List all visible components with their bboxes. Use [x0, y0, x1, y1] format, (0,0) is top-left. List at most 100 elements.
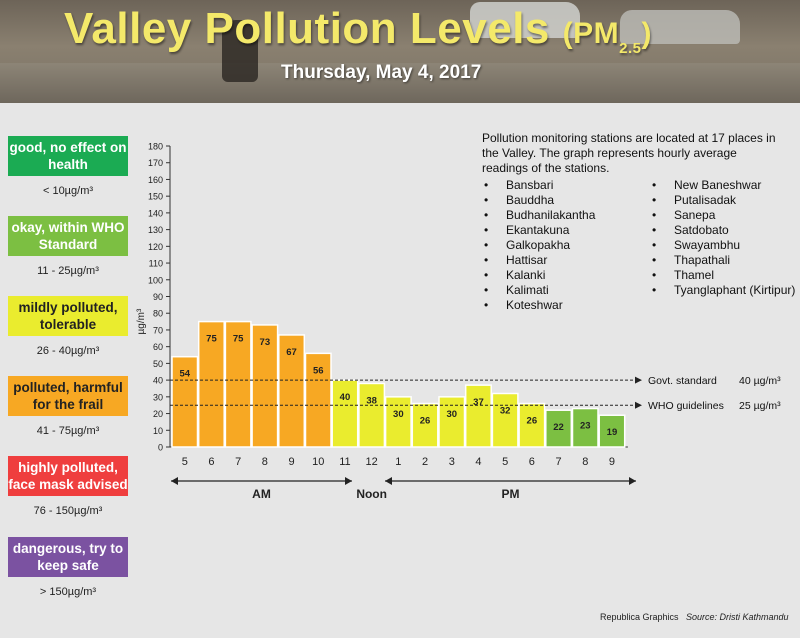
station-item: Swayambhu [652, 238, 795, 253]
y-tick-label: 120 [148, 242, 163, 252]
chart-bar [358, 382, 386, 448]
legend-box: okay, within WHO Standard [8, 216, 128, 256]
y-tick-label: 60 [153, 342, 163, 352]
chart-bar [171, 355, 199, 448]
banner-car-image [620, 10, 740, 44]
chart-bar [278, 334, 306, 448]
legend-box: mildly polluted, tolerable [8, 296, 128, 336]
stations-list-1: BansbariBauddhaBudhanilakanthaEkantakuna… [484, 178, 595, 313]
legend-range: 76 - 150µg/m³ [33, 505, 103, 517]
y-tick-label: 100 [148, 275, 163, 285]
footer-credit: Republica Graphics [600, 612, 679, 622]
info-text: Pollution monitoring stations are locate… [482, 131, 776, 175]
reference-value-label: 40 µg/m³ [739, 375, 781, 387]
y-tick-label: 0 [158, 443, 163, 453]
bar-value-label: 75 [206, 334, 217, 345]
legend-range: 26 - 40µg/m³ [36, 345, 100, 357]
station-item: Sanepa [652, 208, 795, 223]
bar-value-label: 40 [340, 392, 351, 403]
station-item: Hattisar [484, 253, 595, 268]
x-tick-label: 6 [208, 456, 214, 468]
station-item: Galkopakha [484, 238, 595, 253]
bar-value-label: 38 [366, 395, 377, 406]
period-arrow-left [171, 477, 178, 485]
x-tick-label: 4 [475, 456, 481, 468]
chart-bar [571, 407, 599, 448]
y-tick-label: 170 [148, 158, 163, 168]
y-tick-label: 180 [148, 142, 163, 152]
title-main: Valley Pollution Levels [64, 4, 550, 53]
chart-bar [438, 396, 466, 448]
chart-bar [518, 402, 546, 448]
station-item: Kalanki [484, 268, 595, 283]
chart-bar [491, 392, 519, 448]
period-arrow-right [345, 477, 352, 485]
bar-value-label: 54 [179, 369, 190, 380]
station-item: Putalisadak [652, 193, 795, 208]
reference-label: WHO guidelines [648, 400, 724, 412]
bar-value-label: 73 [260, 337, 271, 348]
x-tick-label: 9 [288, 456, 294, 468]
x-tick-label: 8 [582, 456, 588, 468]
chart-bar [384, 396, 412, 448]
reference-value-label: 25 µg/m³ [739, 400, 781, 412]
legend-range: 41 - 75µg/m³ [36, 425, 100, 437]
x-tick-label: 3 [449, 456, 455, 468]
reference-arrow [635, 401, 642, 409]
legend-range: 11 - 25µg/m³ [37, 265, 99, 277]
y-tick-label: 30 [153, 392, 163, 402]
y-tick-label: 90 [153, 292, 163, 302]
title-pm: (PM2.5) [562, 17, 652, 57]
x-tick-label: 8 [262, 456, 268, 468]
bar-value-label: 56 [313, 365, 324, 376]
y-tick-label: 110 [149, 259, 163, 269]
bar-value-label: 22 [553, 422, 564, 433]
y-tick-label: 80 [153, 309, 163, 319]
bar-value-label: 23 [580, 421, 591, 432]
y-tick-label: 20 [153, 409, 163, 419]
chart-bar [331, 379, 359, 448]
y-tick-label: 10 [153, 426, 163, 436]
bar-value-label: 67 [286, 347, 297, 358]
y-tick-label: 50 [153, 359, 163, 369]
legend-range: < 10µg/m³ [42, 185, 94, 197]
legend-box: dangerous, try to keep safe [8, 537, 128, 577]
bar-value-label: 30 [446, 409, 457, 420]
header-banner: Valley Pollution Levels (PM2.5) Thursday… [0, 0, 800, 103]
station-item: Tyanglaphant (Kirtipur) [652, 283, 795, 298]
x-tick-label: 1 [395, 456, 401, 468]
x-tick-label: 10 [312, 456, 324, 468]
x-tick-label: 6 [529, 456, 535, 468]
period-arrow-left [385, 477, 392, 485]
bar-value-label: 75 [233, 334, 244, 345]
bar-value-label: 30 [393, 409, 404, 420]
station-item: Bauddha [484, 193, 595, 208]
period-label: AM [252, 487, 271, 501]
page-title: Valley Pollution Levels (PM2.5) [64, 4, 652, 57]
chart-bar [197, 320, 225, 448]
legend-box: good, no effect on health [8, 136, 128, 176]
bar-value-label: 37 [473, 397, 484, 408]
x-tick-label: 11 [339, 456, 350, 468]
x-tick-label: 5 [502, 456, 508, 468]
period-label: PM [502, 487, 520, 501]
bar-value-label: 26 [527, 416, 538, 427]
period-arrow-right [629, 477, 636, 485]
station-item: Satdobato [652, 223, 795, 238]
station-item: Budhanilakantha [484, 208, 595, 223]
station-item: Bansbari [484, 178, 595, 193]
chart-bar [411, 402, 439, 448]
banner-car-image [470, 2, 580, 38]
y-tick-label: 70 [153, 325, 163, 335]
bar-value-label: 26 [420, 416, 431, 427]
y-tick-label: 160 [148, 175, 163, 185]
reference-arrow [635, 376, 642, 384]
bar-value-label: 19 [607, 427, 618, 438]
y-tick-label: 140 [148, 208, 163, 218]
station-item: Kalimati [484, 283, 595, 298]
chart-bar [598, 414, 626, 448]
y-tick-label: 130 [148, 225, 163, 235]
x-tick-label: 12 [366, 456, 378, 468]
banner-motorbike-image [222, 20, 258, 82]
y-tick-label: 150 [148, 192, 163, 202]
